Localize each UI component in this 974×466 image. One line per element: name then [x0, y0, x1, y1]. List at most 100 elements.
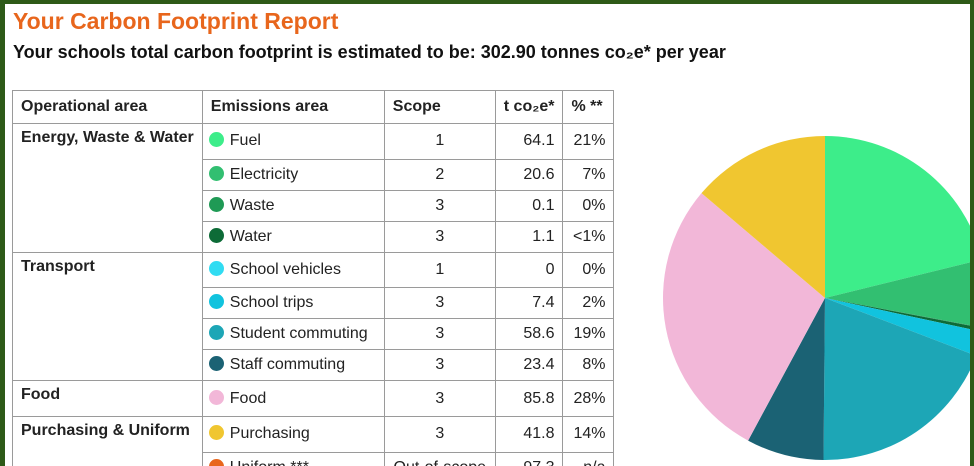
scope-cell: 3 [383, 416, 496, 453]
pie-slice-water [825, 298, 970, 330]
scope-cell: 2 [383, 158, 496, 191]
operational-area-cell: Energy, Waste & Water [12, 123, 203, 159]
operational-area-empty-cell [12, 452, 203, 466]
percent-cell: 21% [562, 123, 615, 160]
table-header-row: Operational area Emissions area Scope t … [12, 90, 615, 124]
legend-swatch [208, 132, 224, 148]
report-card: Your Carbon Footprint Report Your school… [5, 4, 970, 466]
emissions-area-label: School trips [229, 294, 314, 311]
table-row: Energy, Waste & Water Fuel 1 64.1 21% [12, 123, 615, 160]
emissions-area-label: Waste [229, 196, 275, 214]
emissions-area-cell: School vehicles [201, 251, 385, 288]
emissions-area-cell: Waste [201, 189, 385, 222]
scope-cell: 3 [383, 189, 496, 222]
legend-swatch [208, 165, 224, 181]
emissions-area-cell: Water [201, 220, 385, 253]
pie-slice-purchasing [701, 136, 825, 298]
table-row: Uniform *** Out-of-scope97.3n/a [12, 451, 615, 466]
percent-cell: 19% [562, 318, 615, 350]
percent-cell: 0% [562, 251, 615, 288]
table-row: Student commuting 3 58.6 19% [12, 318, 615, 350]
operational-area-empty-cell [12, 287, 203, 319]
scope-cell: 3 [383, 220, 496, 253]
percent-cell: 0% [562, 189, 615, 222]
operational-area-cell: Transport [12, 251, 203, 288]
tco2e-cell: 97.3 [494, 451, 564, 466]
pie-slice-staff-commuting [748, 298, 825, 460]
operational-area-cell: Purchasing & Uniform [12, 416, 203, 452]
scope-cell: 3 [383, 380, 496, 417]
header-scope: Scope [383, 90, 496, 124]
legend-swatch [208, 356, 224, 371]
tco2e-cell: 20.6 [494, 158, 564, 191]
emissions-area-cell: Food [201, 380, 385, 417]
tco2e-cell: 58.6 [494, 318, 564, 350]
table-row: Purchasing & Uniform Purchasing 3 41.8 14% [12, 416, 615, 453]
emissions-area-cell: Student commuting [201, 318, 385, 350]
legend-swatch [208, 389, 224, 405]
operational-area-empty-cell [12, 159, 203, 190]
report-subtitle: Your schools total carbon footprint is e… [13, 42, 726, 62]
legend-swatch [208, 196, 224, 212]
percent-cell: 8% [562, 349, 615, 381]
emissions-area-cell: Staff commuting [201, 349, 385, 381]
table-row: Transport School vehicles 1 0 0% [12, 251, 615, 288]
percent-cell: 28% [562, 380, 615, 417]
emissions-area-label: Fuel [229, 132, 261, 150]
tco2e-cell: 0.1 [494, 189, 564, 222]
legend-swatch [208, 260, 224, 276]
emissions-area-label: Water [229, 227, 272, 245]
operational-area-empty-cell [12, 190, 203, 221]
emissions-area-cell: School trips [201, 287, 385, 319]
emissions-area-label: Food [229, 389, 267, 407]
scope-cell: Out-of-scope [383, 451, 496, 466]
emissions-area-label: Electricity [229, 165, 299, 183]
percent-cell: 7% [562, 158, 615, 191]
tco2e-cell: 23.4 [494, 349, 564, 381]
table-row: Water 3 1.1 <1% [12, 220, 615, 253]
legend-swatch [208, 294, 224, 309]
legend-swatch [208, 458, 224, 466]
report-title: Your Carbon Footprint Report [13, 8, 339, 34]
percent-cell: <1% [562, 220, 615, 253]
scope-cell: 1 [383, 251, 496, 288]
percent-cell: n/a [562, 451, 615, 466]
operational-area-empty-cell [12, 318, 203, 350]
pie-slice-student-commuting [823, 298, 970, 460]
table-row: Staff commuting 3 23.4 8% [12, 349, 615, 381]
legend-swatch [208, 227, 224, 243]
header-tco2e: t co₂e* [494, 90, 564, 124]
tco2e-cell: 85.8 [494, 380, 564, 417]
table-row: Food Food 3 85.8 28% [12, 380, 615, 417]
emissions-area-label: Purchasing [229, 425, 310, 443]
emissions-area-cell: Electricity [201, 158, 385, 191]
legend-swatch [208, 325, 224, 340]
tco2e-cell: 41.8 [494, 416, 564, 453]
footprint-table: Operational area Emissions area Scope t … [12, 90, 615, 466]
tco2e-cell: 0 [494, 251, 564, 288]
percent-cell: 2% [562, 287, 615, 319]
pie-slice-electricity [825, 262, 970, 326]
table-row: Waste 3 0.1 0% [12, 189, 615, 222]
table-body: Energy, Waste & Water Fuel 1 64.1 21% Electri… [12, 123, 615, 466]
emissions-area-label: School vehicles [229, 260, 341, 278]
tco2e-cell: 1.1 [494, 220, 564, 253]
pie-slice-fuel [825, 136, 970, 298]
pie-slice-food [663, 193, 825, 441]
scope-cell: 3 [383, 349, 496, 381]
header-operational-area: Operational area [12, 90, 203, 124]
operational-area-empty-cell [12, 221, 203, 253]
legend-swatch [208, 425, 224, 441]
emissions-area-cell: Uniform *** [201, 451, 385, 466]
operational-area-empty-cell [12, 349, 203, 381]
tco2e-cell: 64.1 [494, 123, 564, 160]
emissions-area-cell: Fuel [201, 123, 385, 160]
scope-cell: 3 [383, 287, 496, 319]
emissions-area-label: Staff commuting [229, 356, 346, 373]
emissions-pie-chart [663, 136, 970, 460]
percent-cell: 14% [562, 416, 615, 453]
pie-slice-waste [825, 298, 970, 326]
emissions-area-cell: Purchasing [201, 416, 385, 453]
scope-cell: 3 [383, 318, 496, 350]
table-row: School trips 3 7.4 2% [12, 287, 615, 319]
